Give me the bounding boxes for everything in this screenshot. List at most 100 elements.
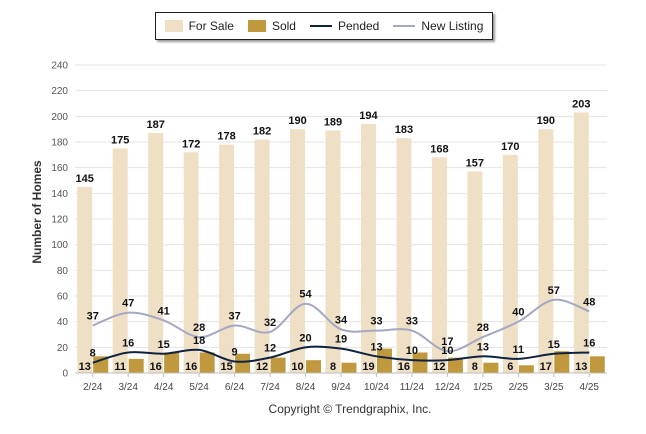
y-tick-label: 60	[57, 292, 69, 303]
bar-sold	[199, 352, 215, 373]
label-for-sale: 168	[430, 143, 448, 155]
bars	[77, 112, 605, 374]
label-new-listing: 47	[122, 298, 134, 310]
x-tick-label: 2/24	[83, 382, 103, 393]
bar-for-sale	[183, 152, 199, 373]
bar-for-sale	[538, 129, 554, 373]
bar-for-sale	[112, 148, 128, 373]
label-pended: 8	[90, 348, 96, 360]
x-tick-label: 2/25	[509, 382, 529, 393]
bar-sold	[376, 348, 392, 373]
label-for-sale: 182	[253, 125, 271, 137]
label-pended: 12	[264, 343, 276, 355]
label-pended: 13	[370, 341, 382, 353]
x-tick-label: 4/25	[580, 382, 600, 393]
y-tick-label: 120	[51, 215, 68, 226]
label-pended: 16	[583, 337, 595, 349]
y-tick-label: 40	[57, 317, 69, 328]
label-for-sale: 190	[537, 115, 555, 127]
label-new-listing: 48	[583, 296, 595, 308]
x-tick-label: 6/24	[225, 382, 245, 393]
label-sold: 15	[220, 361, 232, 373]
label-pended: 11	[513, 344, 525, 356]
x-axis: 2/24 3/24 4/24 5/24 6/24 7/24 8/24 9/24 10/24 11/…	[75, 372, 607, 393]
bar-for-sale	[502, 154, 518, 373]
label-new-listing: 41	[158, 305, 170, 317]
legend-item-sold: Sold	[247, 19, 296, 33]
legend-label-new-listing: New Listing	[421, 19, 484, 33]
x-tick-label: 4/24	[154, 382, 174, 393]
label-pended: 19	[335, 334, 347, 346]
bar-sold	[341, 362, 357, 373]
label-for-sale: 178	[217, 131, 235, 143]
label-pended: 16	[122, 337, 134, 349]
label-new-listing: 28	[193, 322, 205, 334]
x-tick-label: 5/24	[189, 382, 209, 393]
y-axis-title: Number of Homes	[30, 160, 44, 264]
gridlines	[75, 64, 607, 348]
label-sold: 13	[79, 361, 91, 373]
label-for-sale: 157	[466, 158, 484, 170]
label-new-listing: 17	[441, 336, 453, 348]
y-tick-label: 220	[51, 86, 68, 97]
bar-for-sale	[77, 186, 93, 373]
label-new-listing: 57	[548, 285, 560, 297]
label-for-sale: 203	[572, 98, 590, 110]
label-for-sale: 190	[288, 115, 306, 127]
legend-swatch-for-sale	[164, 20, 183, 32]
bar-for-sale	[573, 112, 589, 373]
label-sold: 6	[507, 361, 513, 373]
y-tick-label: 140	[51, 189, 68, 200]
legend-item-for-sale: For Sale	[164, 19, 234, 33]
label-pended: 15	[548, 339, 560, 351]
bar-sold	[483, 362, 499, 373]
bar-sold	[447, 357, 463, 373]
bar-for-sale	[254, 139, 270, 373]
label-sold: 12	[433, 361, 445, 373]
label-for-sale: 183	[395, 124, 413, 136]
y-tick-label: 200	[51, 112, 68, 123]
y-tick-label: 80	[57, 266, 69, 277]
label-pended: 9	[232, 346, 238, 358]
x-tick-label: 10/24	[364, 382, 389, 393]
x-tick-label: 1/25	[473, 382, 493, 393]
bar-sold	[554, 351, 570, 373]
legend-swatch-pended	[309, 25, 332, 27]
label-sold: 17	[540, 361, 552, 373]
bar-for-sale	[360, 124, 376, 374]
label-sold: 13	[575, 361, 587, 373]
bar-sold	[235, 353, 251, 373]
label-sold: 8	[472, 361, 478, 373]
bar-sold	[270, 357, 286, 373]
bar-for-sale	[219, 144, 235, 373]
bar-for-sale	[431, 157, 447, 373]
label-sold: 16	[150, 361, 162, 373]
bar-sold	[518, 365, 534, 373]
copyright-text: Copyright © Trendgraphix, Inc.	[268, 402, 432, 416]
bar-for-sale	[290, 129, 306, 373]
label-for-sale: 172	[182, 138, 200, 150]
label-sold: 16	[398, 361, 410, 373]
bar-for-sale	[396, 138, 412, 373]
x-tick-label: 7/24	[260, 382, 280, 393]
bar-sold	[589, 356, 605, 373]
label-sold: 16	[185, 361, 197, 373]
x-tick-label: 3/24	[118, 382, 138, 393]
data-labels: 1453781317547161118741151617228181617837…	[76, 98, 596, 373]
series-lines	[92, 298, 590, 364]
x-tick-label: 8/24	[296, 382, 316, 393]
y-tick-label: 100	[51, 240, 68, 251]
legend-item-new-listing: New Listing	[393, 19, 483, 33]
bar-for-sale	[148, 133, 164, 373]
label-new-listing: 54	[299, 289, 312, 301]
label-new-listing: 34	[335, 314, 348, 326]
label-for-sale: 145	[76, 173, 94, 185]
bar-sold	[306, 360, 322, 373]
label-pended: 20	[299, 332, 311, 344]
label-sold: 11	[114, 361, 126, 373]
label-pended: 18	[193, 335, 205, 347]
label-new-listing: 37	[87, 311, 99, 323]
bar-for-sale	[325, 130, 341, 373]
label-pended: 10	[441, 345, 453, 357]
